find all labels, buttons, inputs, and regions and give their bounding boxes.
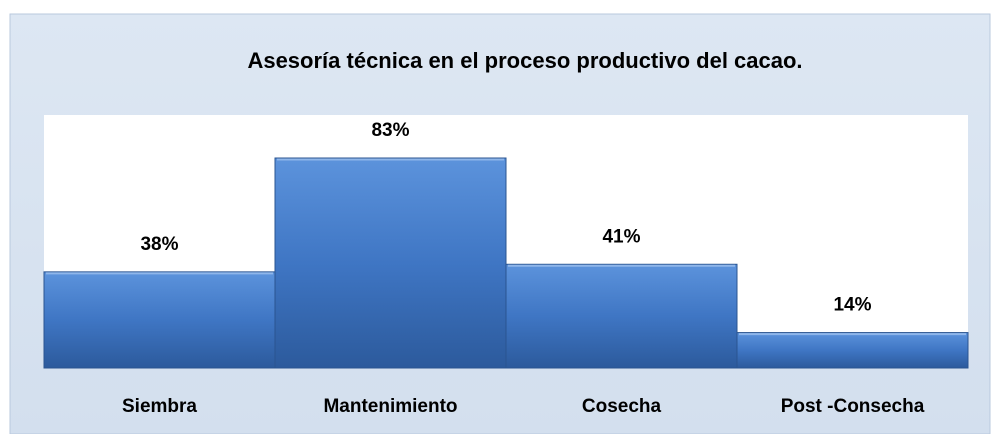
bar xyxy=(274,157,507,369)
bar xyxy=(736,332,969,369)
data-label: 38% xyxy=(140,234,178,255)
data-label: 14% xyxy=(833,295,871,316)
data-label: 83% xyxy=(371,120,409,141)
x-tick-label: Cosecha xyxy=(582,396,662,417)
x-tick-label: Post -Consecha xyxy=(781,396,925,417)
chart-title: Asesoría técnica en el proceso productiv… xyxy=(247,48,802,73)
bar xyxy=(505,263,738,369)
bar xyxy=(43,271,276,369)
x-tick-label: Mantenimiento xyxy=(323,396,457,417)
data-label: 41% xyxy=(602,226,640,247)
x-tick-label: Siembra xyxy=(122,396,197,417)
